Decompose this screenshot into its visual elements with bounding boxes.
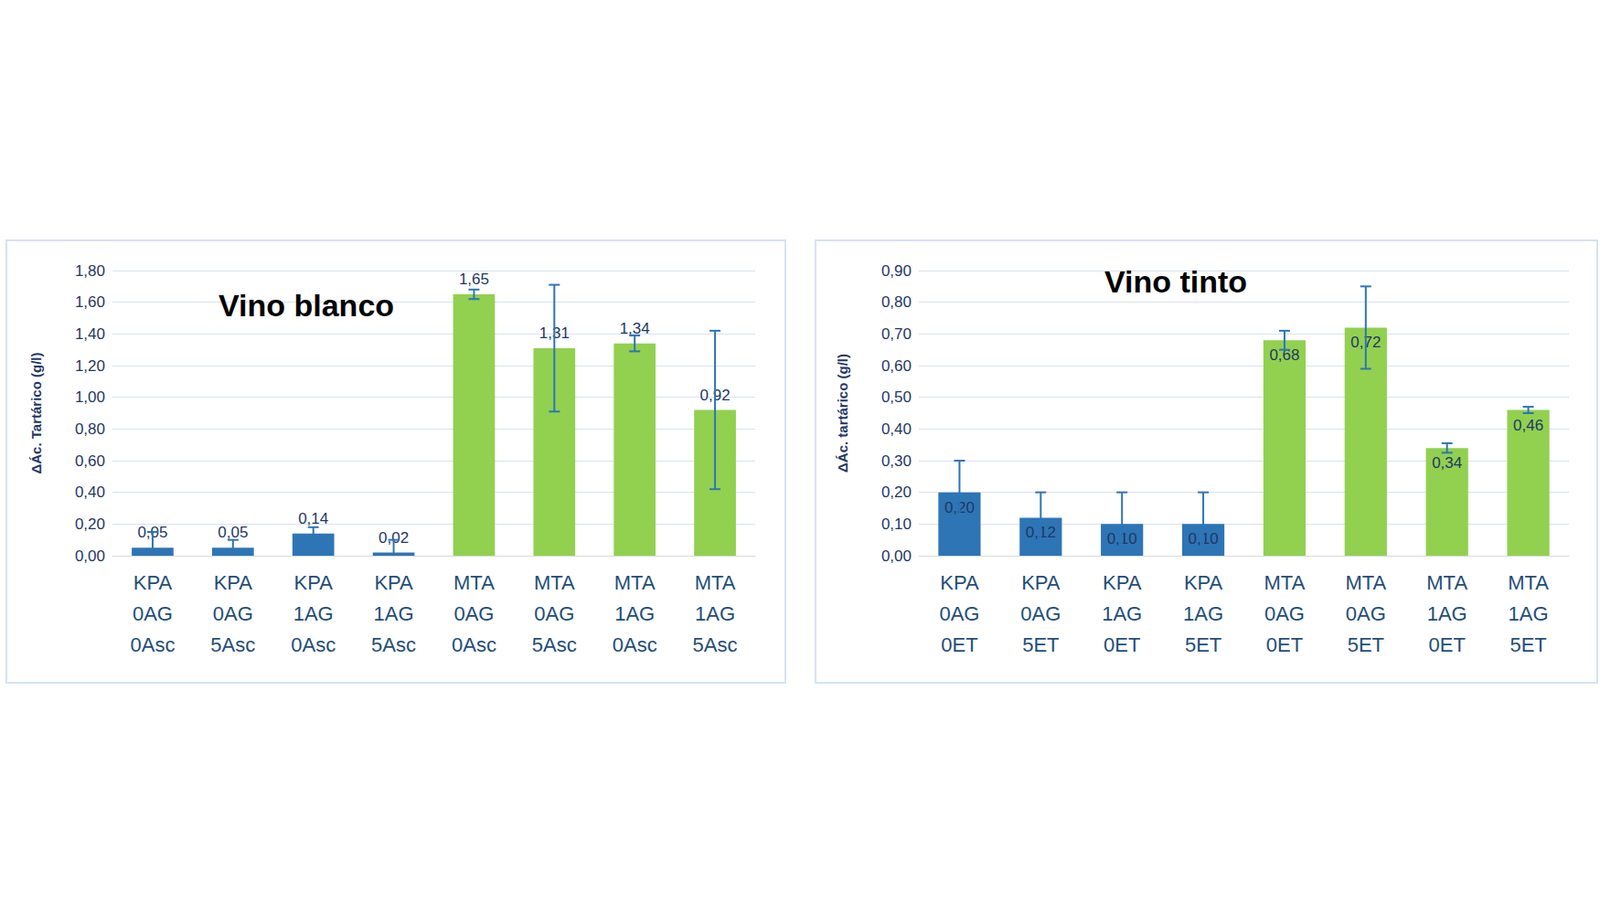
svg-text:5Asc: 5Asc	[210, 633, 256, 657]
svg-text:0,05: 0,05	[217, 523, 248, 542]
svg-text:Vino tinto: Vino tinto	[1104, 264, 1248, 299]
svg-text:0,10: 0,10	[881, 515, 912, 534]
svg-text:0,60: 0,60	[881, 357, 912, 375]
svg-text:5ET: 5ET	[1022, 633, 1059, 657]
svg-text:0,00: 0,00	[74, 547, 106, 566]
svg-text:MTA: MTA	[614, 571, 656, 595]
svg-text:0AG: 0AG	[1264, 602, 1305, 626]
svg-text:5Asc: 5Asc	[371, 633, 416, 657]
svg-text:0,90: 0,90	[881, 262, 912, 280]
svg-text:1,40: 1,40	[74, 325, 106, 343]
svg-text:0,20: 0,20	[74, 515, 106, 534]
svg-text:1,65: 1,65	[458, 270, 490, 288]
svg-text:MTA: MTA	[1507, 571, 1549, 595]
svg-text:1AG: 1AG	[1101, 602, 1142, 626]
svg-text:MTA: MTA	[1344, 571, 1387, 595]
svg-text:0AG: 0AG	[1020, 602, 1061, 626]
svg-text:0,20: 0,20	[944, 498, 975, 517]
svg-text:0,46: 0,46	[1513, 416, 1544, 435]
svg-text:0ET: 0ET	[940, 633, 978, 657]
svg-text:0,10: 0,10	[1106, 530, 1138, 548]
svg-text:KPA: KPA	[133, 571, 173, 595]
svg-text:1,31: 1,31	[539, 324, 570, 342]
svg-text:MTA: MTA	[533, 571, 576, 595]
svg-text:0,02: 0,02	[378, 528, 409, 547]
svg-text:0Asc: 0Asc	[451, 633, 497, 657]
svg-text:0AG: 0AG	[1345, 602, 1387, 626]
svg-text:0,80: 0,80	[881, 293, 912, 311]
svg-text:5ET: 5ET	[1347, 633, 1385, 657]
svg-text:1AG: 1AG	[373, 602, 415, 626]
svg-text:ΔÁc. Tartárico (g/l): ΔÁc. Tartárico (g/l)	[28, 352, 44, 474]
svg-text:5Asc: 5Asc	[693, 633, 738, 657]
svg-text:0,00: 0,00	[881, 547, 912, 566]
svg-text:0,10: 0,10	[1188, 530, 1219, 548]
svg-text:0,60: 0,60	[74, 452, 106, 470]
svg-text:0,05: 0,05	[137, 524, 168, 542]
svg-text:0Asc: 0Asc	[612, 633, 658, 657]
svg-text:0Asc: 0Asc	[290, 633, 336, 657]
svg-text:0ET: 0ET	[1429, 633, 1466, 657]
svg-text:0,14: 0,14	[298, 510, 329, 528]
svg-text:1,20: 1,20	[74, 357, 106, 375]
svg-text:0,40: 0,40	[74, 483, 106, 502]
svg-text:KPA: KPA	[1184, 571, 1224, 595]
svg-text:0ET: 0ET	[1103, 633, 1141, 657]
svg-text:0ET: 0ET	[1266, 633, 1303, 657]
svg-text:0Asc: 0Asc	[129, 633, 175, 657]
svg-text:1,60: 1,60	[74, 293, 106, 311]
svg-text:0AG: 0AG	[213, 602, 254, 626]
svg-text:0,80: 0,80	[74, 420, 106, 438]
svg-text:0,50: 0,50	[881, 388, 912, 406]
svg-text:Vino blanco: Vino blanco	[218, 288, 395, 323]
svg-text:0,68: 0,68	[1269, 346, 1300, 364]
svg-text:KPA: KPA	[939, 571, 980, 595]
svg-text:ΔÁc. tartárico (g/l): ΔÁc. tartárico (g/l)	[834, 353, 851, 473]
svg-text:1AG: 1AG	[1183, 602, 1224, 626]
svg-text:1AG: 1AG	[694, 602, 736, 626]
svg-text:0,70: 0,70	[881, 325, 912, 343]
svg-text:KPA: KPA	[213, 571, 254, 595]
svg-text:1AG: 1AG	[614, 602, 655, 626]
svg-text:1,80: 1,80	[74, 262, 106, 280]
svg-text:0,20: 0,20	[881, 483, 912, 502]
svg-text:KPA: KPA	[373, 571, 414, 595]
svg-text:MTA: MTA	[453, 571, 495, 595]
svg-text:0AG: 0AG	[938, 602, 980, 626]
svg-text:KPA: KPA	[293, 571, 333, 595]
svg-text:KPA: KPA	[1102, 571, 1142, 595]
svg-text:KPA: KPA	[1021, 571, 1061, 595]
svg-text:1,34: 1,34	[619, 320, 651, 338]
svg-text:0AG: 0AG	[533, 602, 575, 626]
svg-text:5Asc: 5Asc	[532, 633, 577, 657]
svg-text:0,92: 0,92	[699, 386, 731, 404]
svg-text:0AG: 0AG	[453, 602, 494, 626]
svg-text:MTA: MTA	[1426, 571, 1468, 595]
svg-text:0,40: 0,40	[881, 420, 912, 438]
svg-text:0,30: 0,30	[881, 452, 912, 470]
svg-text:MTA: MTA	[694, 571, 736, 595]
svg-text:0,12: 0,12	[1025, 524, 1056, 542]
svg-text:0,34: 0,34	[1431, 454, 1462, 472]
svg-text:1AG: 1AG	[1427, 602, 1468, 626]
svg-text:0,72: 0,72	[1350, 334, 1381, 352]
svg-text:MTA: MTA	[1264, 571, 1306, 595]
svg-text:0AG: 0AG	[132, 602, 173, 626]
svg-text:1,00: 1,00	[74, 388, 106, 406]
svg-text:1AG: 1AG	[293, 602, 334, 626]
svg-text:1AG: 1AG	[1508, 602, 1549, 626]
svg-text:5ET: 5ET	[1184, 633, 1222, 657]
svg-text:5ET: 5ET	[1509, 633, 1547, 657]
